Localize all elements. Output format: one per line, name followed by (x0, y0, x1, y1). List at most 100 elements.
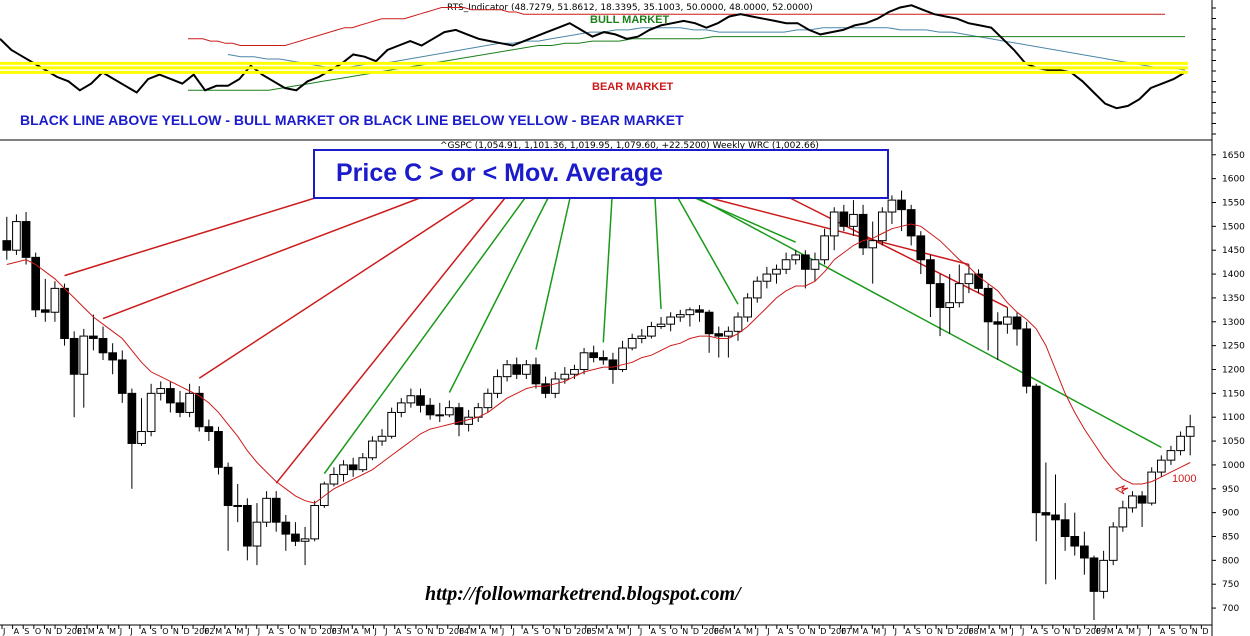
x-tick-label: 2007 (831, 627, 851, 636)
candle-body (310, 504, 320, 540)
x-tick-label: N (428, 627, 434, 636)
candle-body (618, 347, 627, 370)
x-tick-label: A (396, 627, 402, 636)
x-tick-label: N (937, 627, 943, 636)
bull-signal-line (602, 197, 613, 343)
x-tick-label: A (353, 627, 359, 636)
candle-body (579, 352, 589, 370)
moving-average-line (6, 223, 1191, 504)
x-tick-label: F (205, 627, 210, 636)
x-tick-label: M (979, 627, 986, 636)
x-tick-label: A (226, 627, 232, 636)
candle-body (820, 235, 829, 261)
candle (589, 345, 599, 363)
x-tick-label: A (268, 627, 274, 636)
candle-body (50, 287, 60, 313)
x-tick-label: 2009 (1086, 627, 1106, 636)
candle (137, 398, 146, 446)
candle-body (550, 378, 560, 394)
candle (627, 333, 637, 351)
x-tick-label: N (810, 627, 816, 636)
candle (1041, 462, 1051, 585)
bull-signal-line (323, 197, 526, 475)
x-tick-label: F (459, 627, 464, 636)
candle (733, 312, 743, 341)
candle (945, 274, 955, 334)
candle-body (271, 497, 281, 523)
candle (416, 388, 425, 413)
x-tick-label: D (56, 627, 62, 636)
x-tick-label: 2002 (194, 627, 214, 636)
candle-body (877, 211, 887, 242)
x-tick-label: 2003 (321, 627, 341, 636)
x-tick-label: J (766, 627, 769, 636)
x-tick-label: 2004 (449, 627, 469, 636)
y-tick-label: 850 (1222, 532, 1239, 542)
y-tick-label: 1450 (1222, 246, 1245, 256)
candle (108, 343, 117, 375)
y-tick-label: 1100 (1222, 413, 1245, 423)
candle (887, 195, 897, 224)
y-tick-label: 1600 (1222, 175, 1245, 185)
candle (396, 398, 406, 418)
x-tick-label: F (77, 627, 82, 636)
candle-body (137, 431, 146, 444)
candle (185, 383, 194, 418)
candle (1108, 522, 1118, 566)
x-tick-label: M (1001, 627, 1008, 636)
candle-body (849, 213, 858, 227)
candle-body (647, 326, 656, 337)
candle (146, 383, 156, 437)
candle-body (675, 314, 685, 318)
candle (935, 274, 945, 337)
x-tick-label: J (1148, 627, 1151, 636)
x-tick-label: D (438, 627, 444, 636)
title-box-text: Price C > or < Mov. Average (336, 159, 663, 187)
candle-body (541, 383, 550, 394)
candle (271, 491, 281, 532)
candle (483, 388, 493, 413)
candle (242, 498, 252, 561)
y-tick-label: 1150 (1222, 389, 1245, 399)
candle (618, 340, 627, 372)
x-tick-label: D (183, 627, 189, 636)
indicator-green-line (188, 36, 1185, 91)
candle-body (781, 259, 791, 270)
candle (175, 390, 185, 418)
y-tick-label: 750 (1222, 580, 1239, 590)
candle-body (1012, 316, 1022, 330)
candle-body (666, 316, 676, 325)
x-tick-label: J (883, 627, 886, 636)
candle (762, 266, 772, 289)
candle-body (1099, 559, 1108, 592)
candle (849, 200, 858, 236)
x-tick-label: O (1054, 627, 1060, 636)
candle (801, 250, 810, 289)
bear-signal-line (198, 197, 476, 379)
candle (704, 309, 714, 353)
candle-body (194, 392, 204, 428)
x-tick-label: N (1192, 627, 1198, 636)
x-tick-label: S (406, 627, 411, 636)
candle (98, 326, 108, 360)
x-tick-label: N (1064, 627, 1070, 636)
candle (40, 278, 50, 322)
candle-body (396, 402, 406, 413)
x-tick-label: M (364, 627, 371, 636)
x-tick-label: M (237, 627, 244, 636)
x-tick-label: O (544, 627, 550, 636)
x-tick-label: N (682, 627, 688, 636)
candle (1060, 503, 1070, 551)
x-tick-label: A (778, 627, 784, 636)
x-tick-label: 2006 (704, 627, 724, 636)
candle-body (185, 392, 194, 413)
candle-body (175, 402, 185, 413)
candle-body (598, 357, 608, 361)
candle (281, 515, 291, 551)
x-tick-label: A (1033, 627, 1039, 636)
candle-body (223, 466, 233, 506)
candle-body (964, 273, 974, 285)
x-tick-label: A (523, 627, 529, 636)
candle (473, 402, 483, 422)
